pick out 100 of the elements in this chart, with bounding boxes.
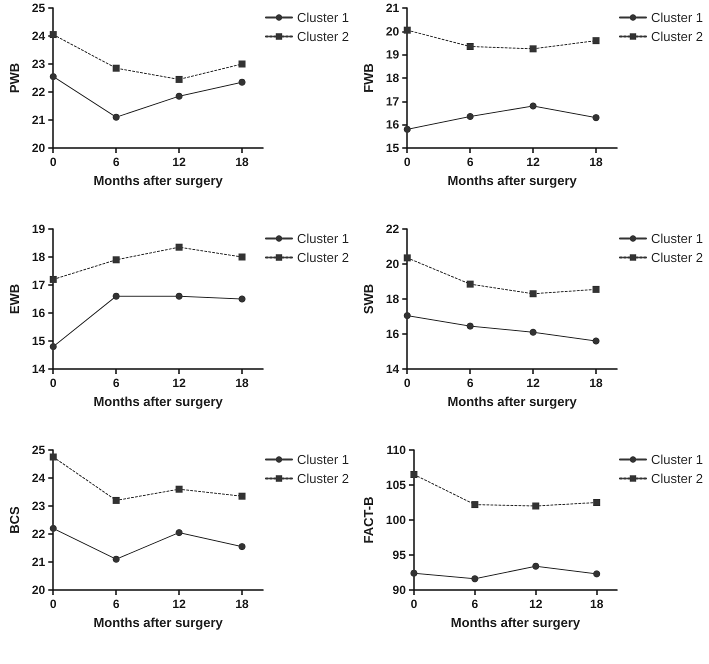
y-tick-label: 15 bbox=[386, 141, 400, 155]
legend-label: Cluster 1 bbox=[296, 10, 350, 25]
point bbox=[238, 254, 246, 260]
legend-label: Cluster 2 bbox=[650, 471, 704, 486]
y-tick-label: 23 bbox=[32, 499, 46, 513]
point bbox=[530, 290, 537, 298]
point bbox=[592, 37, 600, 44]
point bbox=[530, 102, 537, 110]
y-tick-label: 15 bbox=[32, 334, 46, 348]
point bbox=[404, 126, 411, 133]
legend-label: Cluster 2 bbox=[296, 29, 350, 44]
point bbox=[404, 254, 411, 262]
point bbox=[410, 570, 418, 577]
point bbox=[50, 524, 57, 532]
y-axis-title: FACT-B bbox=[361, 496, 376, 544]
y-tick-label: 16 bbox=[32, 306, 46, 320]
x-axis-title: Months after surgery bbox=[450, 615, 581, 630]
y-tick-label: 90 bbox=[392, 583, 406, 597]
y-tick-label: 14 bbox=[386, 362, 400, 376]
x-tick-label: 12 bbox=[172, 597, 186, 611]
x-tick-label: 18 bbox=[235, 376, 250, 390]
x-tick-label: 12 bbox=[526, 376, 540, 390]
legend-label: Cluster 2 bbox=[650, 250, 704, 265]
x-tick-label: 6 bbox=[112, 597, 120, 611]
x-tick-label: 6 bbox=[112, 155, 120, 169]
y-tick-label: 17 bbox=[386, 94, 400, 108]
point bbox=[112, 292, 120, 300]
x-tick-label: 18 bbox=[589, 376, 604, 390]
x-tick-label: 18 bbox=[235, 155, 250, 169]
point bbox=[404, 312, 411, 320]
y-tick-label: 23 bbox=[32, 57, 46, 71]
y-axis-title: EWB bbox=[7, 284, 22, 314]
point bbox=[238, 492, 246, 500]
y-tick-label: 22 bbox=[386, 222, 400, 236]
y-tick-label: 19 bbox=[386, 48, 400, 62]
x-tick-label: 0 bbox=[50, 597, 57, 611]
x-axis-title: Months after surgery bbox=[93, 173, 224, 188]
legend-label: Cluster 2 bbox=[296, 471, 350, 486]
point bbox=[593, 499, 600, 506]
x-tick-label: 6 bbox=[112, 376, 120, 390]
x-tick-label: 12 bbox=[172, 155, 186, 169]
point bbox=[592, 338, 600, 344]
y-tick-label: 19 bbox=[32, 222, 46, 236]
point bbox=[466, 43, 474, 50]
point bbox=[532, 562, 540, 570]
x-tick-label: 0 bbox=[404, 376, 411, 390]
x-tick-label: 6 bbox=[472, 597, 478, 611]
legend-label: Cluster 2 bbox=[296, 250, 350, 265]
point bbox=[530, 45, 537, 52]
point bbox=[238, 60, 246, 68]
y-tick-label: 20 bbox=[32, 583, 46, 597]
y-tick-label: 21 bbox=[32, 113, 46, 127]
legend-label: Cluster 1 bbox=[650, 10, 704, 25]
point bbox=[532, 502, 540, 510]
x-tick-label: 12 bbox=[526, 155, 540, 169]
point bbox=[466, 280, 474, 288]
point bbox=[238, 543, 246, 550]
point bbox=[238, 296, 246, 302]
y-axis-title: SWB bbox=[361, 284, 376, 314]
legend-label: Cluster 1 bbox=[650, 452, 704, 467]
y-axis-title: PWB bbox=[7, 62, 22, 94]
point bbox=[471, 501, 478, 508]
point bbox=[112, 556, 120, 563]
point bbox=[176, 244, 183, 251]
x-tick-label: 0 bbox=[410, 597, 418, 611]
y-tick-label: 16 bbox=[386, 118, 400, 132]
x-tick-label: 18 bbox=[589, 155, 604, 169]
point bbox=[50, 276, 57, 283]
point bbox=[466, 322, 474, 330]
y-tick-label: 24 bbox=[32, 29, 46, 43]
point bbox=[112, 64, 120, 72]
y-tick-label: 17 bbox=[32, 278, 46, 292]
point bbox=[176, 529, 183, 536]
point bbox=[50, 454, 57, 460]
point bbox=[176, 92, 183, 100]
x-tick-label: 6 bbox=[466, 155, 474, 169]
y-tick-label: 22 bbox=[32, 527, 46, 541]
point bbox=[530, 328, 537, 336]
point bbox=[176, 76, 183, 83]
point bbox=[466, 113, 474, 120]
y-tick-label: 20 bbox=[32, 141, 46, 155]
point bbox=[112, 114, 120, 121]
x-tick-label: 0 bbox=[50, 376, 57, 390]
point bbox=[592, 286, 600, 293]
y-tick-label: 21 bbox=[386, 1, 400, 15]
y-tick-label: 18 bbox=[386, 292, 400, 306]
legend-label: Cluster 1 bbox=[296, 231, 350, 246]
y-tick-label: 105 bbox=[386, 478, 406, 492]
y-tick-label: 20 bbox=[386, 24, 400, 38]
point bbox=[471, 575, 478, 582]
point bbox=[404, 26, 411, 34]
x-tick-label: 18 bbox=[590, 597, 604, 611]
y-tick-label: 22 bbox=[32, 85, 46, 99]
x-tick-label: 12 bbox=[172, 376, 186, 390]
x-axis-title: Months after surgery bbox=[447, 394, 578, 409]
y-tick-label: 25 bbox=[32, 1, 46, 15]
y-tick-label: 20 bbox=[386, 257, 400, 271]
y-tick-label: 18 bbox=[32, 250, 46, 264]
y-tick-label: 16 bbox=[386, 327, 400, 341]
point bbox=[410, 471, 418, 478]
